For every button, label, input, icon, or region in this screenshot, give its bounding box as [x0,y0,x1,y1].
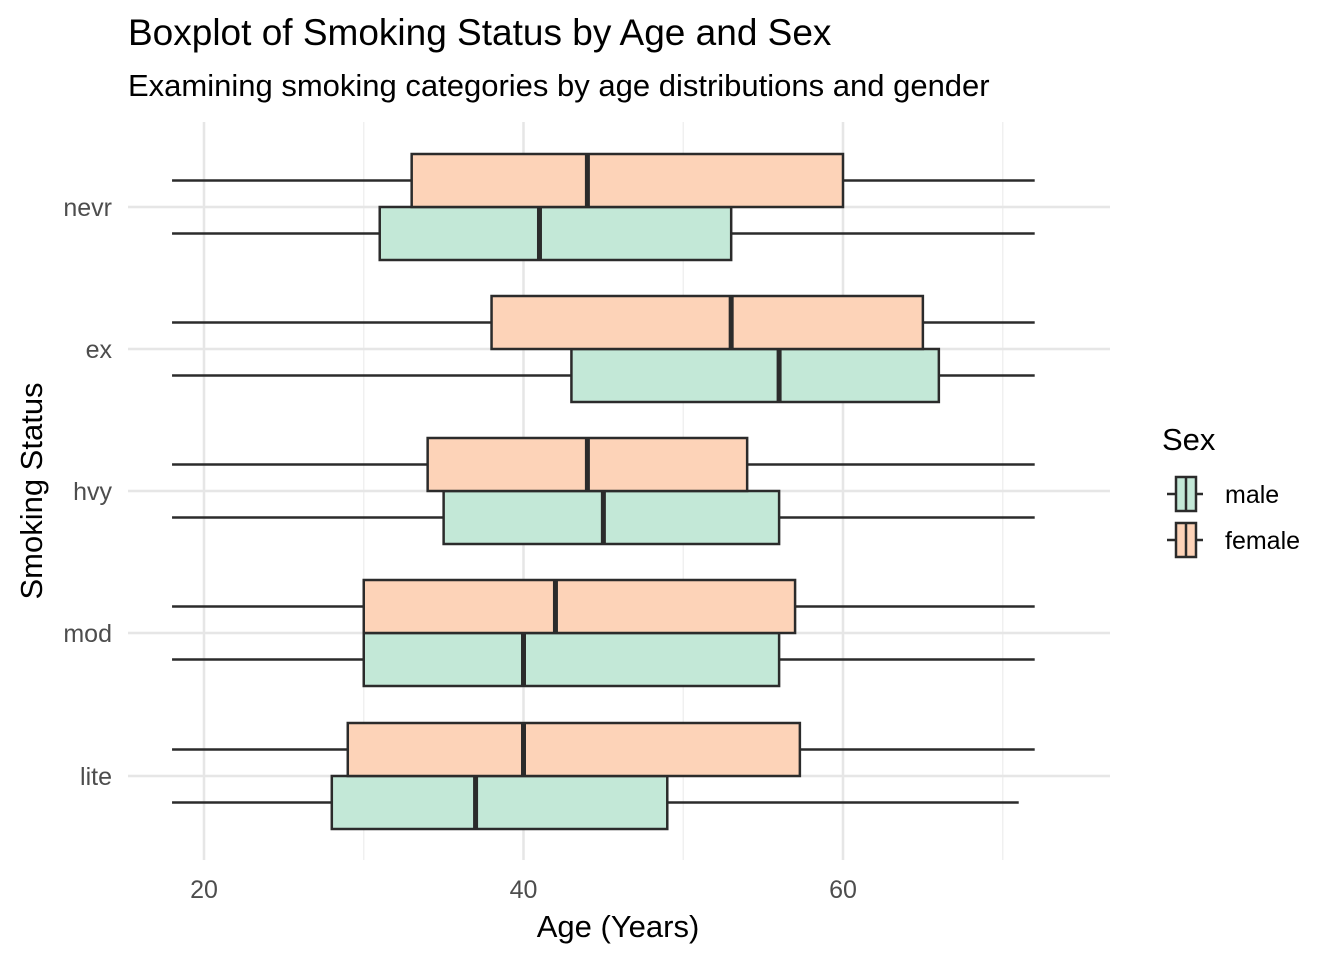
box-iqr [330,774,669,831]
box-iqr [362,578,797,635]
legend: Sex male female [1162,422,1300,559]
box-iqr [570,347,941,404]
box-iqr [490,294,925,351]
box-lite-male [172,774,1019,831]
y-tick-label-mod: mod [63,620,112,648]
legend-title: Sex [1162,422,1216,457]
x-tick-label: 20 [190,876,218,904]
box-ex-female [172,294,1035,351]
x-tick-label: 60 [829,876,857,904]
box-nevr-female [172,152,1035,209]
x-tick-labels: 20 40 60 [190,876,857,904]
x-tick-label: 40 [510,876,538,904]
chart-subtitle: Examining smoking categories by age dist… [128,68,990,103]
y-tick-label-hvy: hvy [73,478,112,506]
box-nevr-male [172,205,1035,262]
box-ex-male [172,347,1035,404]
chart-title: Boxplot of Smoking Status by Age and Sex [128,12,832,53]
legend-key-male [1167,475,1203,513]
box-mod-male [172,631,1035,688]
legend-key-female [1167,521,1203,559]
box-iqr [362,631,781,688]
box-iqr [346,721,802,778]
y-tick-labels: lite mod hvy ex nevr [63,194,112,791]
y-tick-label-nevr: nevr [63,194,112,222]
x-axis-label: Age (Years) [537,909,700,944]
box-series [172,152,1035,831]
box-iqr [378,205,733,262]
legend-label-male: male [1225,481,1279,509]
box-iqr [442,489,781,546]
legend-label-female: female [1225,527,1300,555]
box-hvy-female [172,436,1035,493]
y-axis-label: Smoking Status [14,382,49,599]
box-lite-female [172,721,1035,778]
box-iqr [410,152,845,209]
y-tick-label-lite: lite [80,763,112,791]
box-mod-female [172,578,1035,635]
box-hvy-male [172,489,1035,546]
y-tick-label-ex: ex [86,336,113,364]
